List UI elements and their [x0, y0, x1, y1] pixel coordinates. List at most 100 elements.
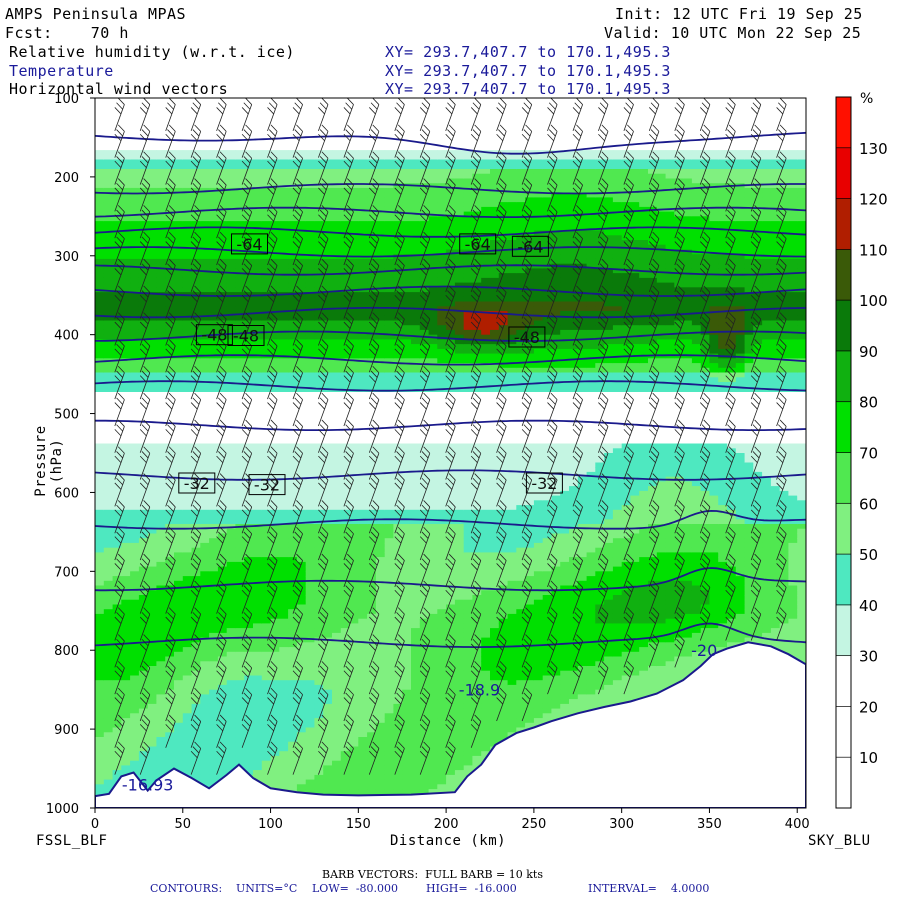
rh-cell [200, 689, 210, 695]
rh-cell [393, 348, 403, 355]
rh-cell [375, 329, 386, 336]
rh-cell [288, 277, 298, 284]
rh-cell [103, 344, 114, 350]
rh-cell [305, 538, 316, 544]
rh-cell [244, 202, 254, 208]
rh-cell [411, 542, 421, 549]
rh-cell [130, 320, 140, 326]
rh-cell [217, 490, 228, 497]
rh-cell [235, 486, 245, 492]
rh-cell [288, 197, 298, 203]
rh-cell [112, 173, 122, 179]
rh-cell [296, 187, 307, 194]
rh-cell [349, 528, 359, 534]
rh-cell [332, 481, 342, 487]
rh-cell [384, 694, 395, 700]
rh-cell [200, 462, 210, 468]
rh-cell [270, 282, 280, 288]
rh-cell [156, 699, 166, 705]
rh-cell [147, 481, 158, 487]
rh-cell [428, 164, 438, 170]
rh-cell [130, 561, 140, 568]
rh-cell [349, 344, 359, 350]
rh-cell [402, 457, 412, 463]
rh-cell [340, 703, 351, 710]
rh-cell [209, 746, 219, 752]
rh-cell [103, 538, 114, 544]
rh-cell [375, 632, 386, 639]
rh-cell [402, 566, 412, 572]
rh-cell [419, 542, 430, 549]
rh-cell [244, 206, 254, 213]
rh-cell [235, 514, 245, 520]
rh-cell [182, 670, 193, 676]
rh-cell [296, 363, 307, 369]
rh-cell [235, 661, 245, 667]
rh-cell [314, 647, 324, 653]
rh-cell [103, 164, 114, 170]
rh-cell [209, 585, 219, 591]
rh-cell [305, 514, 316, 520]
rh-cell [419, 164, 430, 170]
rh-cell [358, 538, 368, 544]
rh-cell [340, 755, 351, 762]
rh-cell [191, 557, 201, 563]
rh-cell [367, 613, 377, 620]
rh-cell [147, 258, 158, 265]
rh-cell [156, 258, 166, 265]
rh-cell [174, 514, 184, 520]
rh-cell [358, 651, 368, 658]
rh-cell [340, 770, 351, 776]
rh-cell [226, 727, 237, 733]
rh-cell [217, 765, 228, 771]
rh-cell [209, 344, 219, 350]
rh-cell [402, 505, 412, 511]
rh-cell [261, 500, 272, 506]
rh-cell [428, 358, 438, 364]
rh-cell [375, 566, 386, 572]
rh-cell [279, 263, 289, 269]
rh-cell [174, 254, 184, 260]
rh-cell [209, 277, 219, 284]
rh-cell [226, 637, 237, 643]
rh-cell [332, 542, 342, 549]
rh-cell [121, 325, 131, 331]
rh-cell [103, 206, 114, 213]
rh-cell [182, 249, 193, 255]
rh-cell [200, 680, 210, 686]
rh-cell [305, 263, 316, 269]
rh-cell [138, 367, 149, 374]
rh-cell [332, 490, 342, 497]
rh-cell [402, 301, 412, 307]
rh-cell [305, 453, 316, 459]
rh-cell [147, 599, 158, 605]
rh-cell [411, 561, 421, 568]
rh-cell [244, 453, 254, 459]
rh-cell [156, 192, 166, 198]
rh-cell [235, 576, 245, 582]
rh-cell [121, 666, 131, 672]
rh-cell [147, 277, 158, 284]
rh-cell [200, 240, 210, 246]
rh-cell [226, 576, 237, 582]
rh-cell [174, 547, 184, 553]
rh-cell [384, 561, 395, 568]
rh-cell [261, 547, 272, 553]
rh-cell [296, 254, 307, 260]
rh-cell [270, 604, 280, 610]
rh-cell [296, 225, 307, 232]
rh-cell [288, 765, 298, 771]
rh-cell [270, 263, 280, 269]
rh-cell [174, 164, 184, 170]
rh-cell [191, 273, 201, 279]
rh-cell [305, 590, 316, 596]
rh-cell [384, 542, 395, 549]
rh-cell [121, 576, 131, 582]
rh-cell [261, 164, 272, 170]
rh-cell [226, 670, 237, 676]
rh-cell [253, 358, 263, 364]
rh-cell [103, 784, 114, 790]
rh-cell [384, 273, 395, 279]
rh-cell [270, 514, 280, 520]
rh-cell [323, 779, 333, 785]
